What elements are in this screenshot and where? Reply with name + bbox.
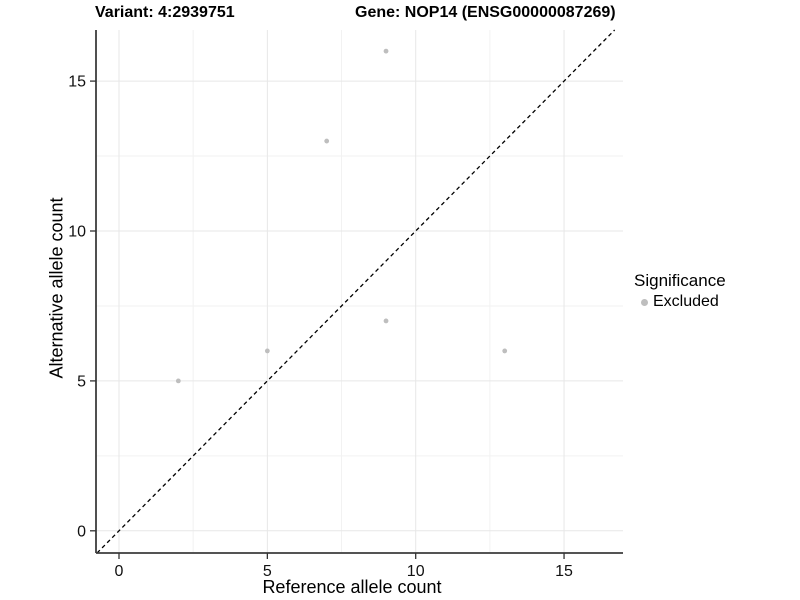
x-axis-title: Reference allele count: [262, 577, 442, 597]
legend-title: Significance: [634, 271, 726, 290]
legend: Significance Excluded: [634, 271, 726, 311]
plot-title-variant: Variant: 4:2939751: [95, 4, 235, 21]
x-tick-label: 5: [263, 563, 272, 580]
x-tick-label: 10: [407, 563, 425, 580]
y-tick-label: 10: [68, 224, 86, 241]
data-point: [383, 48, 389, 54]
data-point: [383, 318, 389, 324]
y-tick-label: 15: [68, 74, 86, 91]
identity-dashed-line: [96, 29, 616, 554]
x-tick-label: 0: [115, 563, 124, 580]
plot-title-gene: Gene: NOP14 (ENSG00000087269): [355, 4, 616, 21]
x-tick-label: 15: [555, 563, 573, 580]
legend-item-label: Excluded: [653, 293, 719, 310]
y-tick-label: 0: [77, 523, 86, 540]
y-tick-label: 5: [77, 373, 86, 390]
data-point: [264, 348, 270, 354]
legend-marker-circle-icon: [641, 298, 648, 306]
legend-item-excluded: Excluded: [634, 293, 726, 311]
data-point: [175, 378, 181, 384]
y-axis-title: Alternative allele count: [46, 197, 67, 379]
plot-title: Variant: 4:2939751 Gene: NOP14 (ENSG0000…: [0, 4, 800, 26]
data-point: [324, 138, 330, 144]
data-point: [502, 348, 508, 354]
